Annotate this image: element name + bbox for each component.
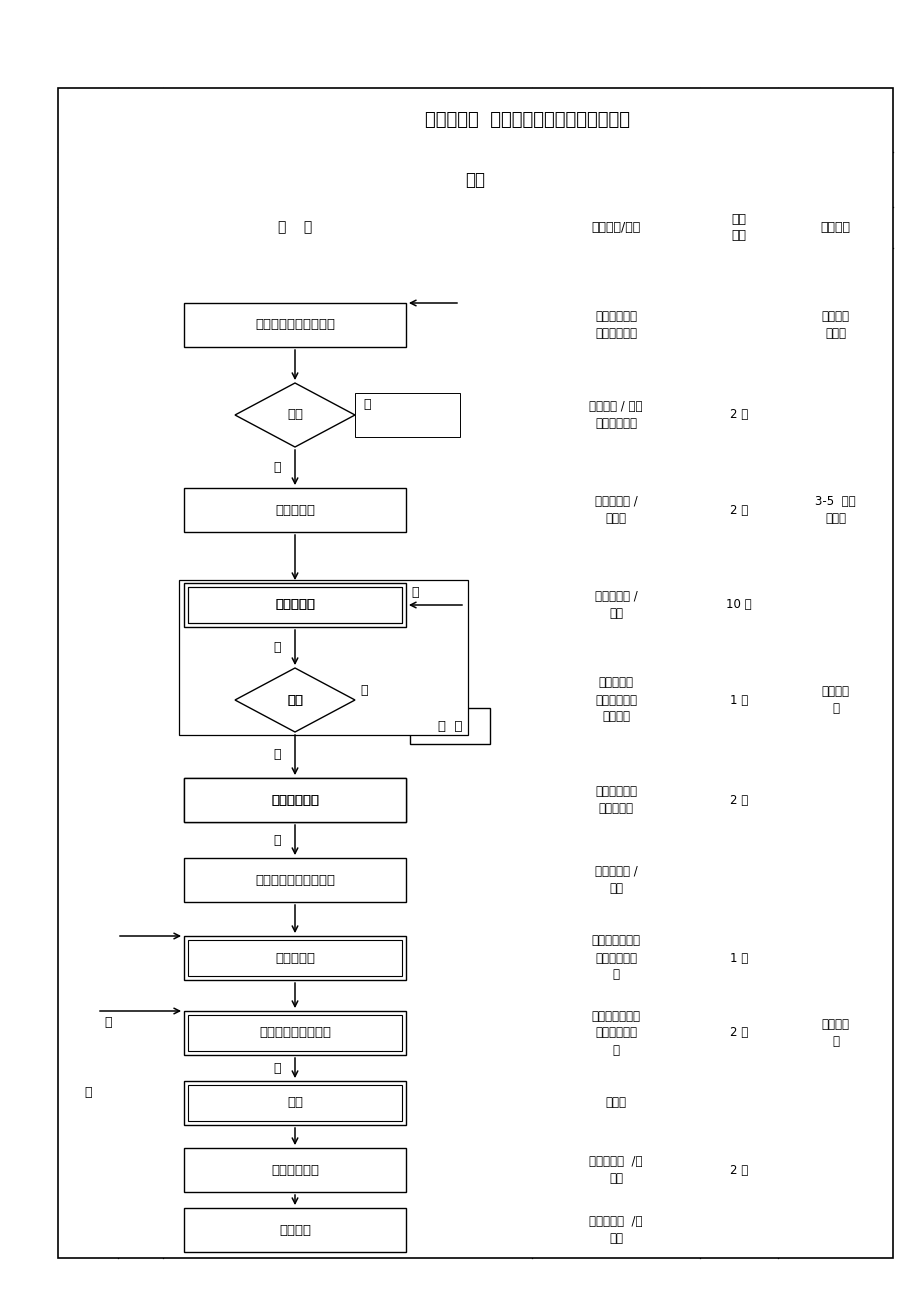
Text: 否: 否 <box>105 1016 112 1029</box>
Text: 定标: 定标 <box>287 1097 302 1109</box>
Bar <box>187 586 402 623</box>
Text: 2 日: 2 日 <box>729 503 747 516</box>
Text: 2 日: 2 日 <box>729 409 747 421</box>
Text: 合同预算部 /
经理: 合同预算部 / 经理 <box>594 590 637 620</box>
Bar <box>184 582 405 627</box>
Bar <box>184 304 405 347</box>
Text: 相关说明: 相关说明 <box>820 222 849 235</box>
Text: 否: 否 <box>363 399 370 412</box>
Text: 投标报价分析: 投标报价分析 <box>271 794 319 807</box>
Text: 3-5  家合
格单位: 3-5 家合 格单位 <box>814 495 855 525</box>
Text: 选择供应商: 选择供应商 <box>275 503 314 516</box>
Text: 是: 是 <box>273 641 280 654</box>
Text: 工程总监 / 总工
程师或办公室: 工程总监 / 总工 程师或办公室 <box>588 400 642 430</box>
Bar <box>184 489 405 532</box>
Text: 否: 否 <box>359 684 367 697</box>
Bar <box>184 1081 405 1124</box>
Text: 流程: 流程 <box>465 171 485 189</box>
Text: 是: 是 <box>273 834 280 847</box>
Text: 供应商招标: 供应商招标 <box>275 598 314 611</box>
Bar <box>184 1208 405 1252</box>
Text: 工程部及其它
相关部门经理: 工程部及其它 相关部门经理 <box>595 310 636 340</box>
Text: 审核、签定标意见书: 审核、签定标意见书 <box>259 1027 331 1040</box>
Text: 某集团公司  工程发包、重大材料设备采购: 某集团公司 工程发包、重大材料设备采购 <box>425 111 630 129</box>
Text: 考察: 考察 <box>287 693 302 706</box>
Text: 总经理: 总经理 <box>605 1097 626 1109</box>
Bar <box>187 586 402 623</box>
Text: 合同预算部
工程部及相关
考评人员: 合同预算部 工程部及相关 考评人员 <box>595 676 636 723</box>
Text: 2 日: 2 日 <box>729 794 747 807</box>
Text: 考察: 考察 <box>287 693 302 706</box>
Text: 否: 否 <box>85 1087 92 1100</box>
Text: 否: 否 <box>411 586 418 599</box>
Bar <box>184 1148 405 1192</box>
Text: 相关部门提出采购计划: 相关部门提出采购计划 <box>255 318 335 331</box>
Bar <box>184 778 405 822</box>
Bar <box>58 89 892 1257</box>
Polygon shape <box>234 383 355 447</box>
Bar <box>184 1011 405 1055</box>
Text: 合同预算部 /
经理: 合同预算部 / 经理 <box>594 865 637 895</box>
Text: 2 日: 2 日 <box>729 1164 747 1177</box>
Text: 是: 是 <box>273 1062 280 1075</box>
Text: 实施采购: 实施采购 <box>278 1224 311 1237</box>
Text: 供应商招标: 供应商招标 <box>275 598 314 611</box>
Text: 1 日: 1 日 <box>729 951 747 964</box>
Text: 定标意见
书: 定标意见 书 <box>821 1018 848 1048</box>
Polygon shape <box>234 668 355 732</box>
Text: 采购计划
申请表: 采购计划 申请表 <box>821 310 848 340</box>
Text: 合同预算部  /采
购员: 合同预算部 /采 购员 <box>588 1214 642 1244</box>
Bar <box>184 582 405 627</box>
Bar <box>184 778 405 822</box>
Polygon shape <box>234 668 355 732</box>
Bar <box>187 1085 402 1121</box>
Bar <box>184 936 405 980</box>
Text: 流    程: 流 程 <box>278 220 312 235</box>
Text: 推荐供应商三家或四家: 推荐供应商三家或四家 <box>255 873 335 886</box>
Bar <box>410 708 490 744</box>
Bar <box>355 394 460 437</box>
Text: 审核: 审核 <box>287 409 302 421</box>
Bar <box>187 939 402 976</box>
Text: 工程总监、总工
及相关考评人
员: 工程总监、总工 及相关考评人 员 <box>591 934 640 981</box>
Text: 10 日: 10 日 <box>725 598 751 611</box>
Text: 投标报价分析: 投标报价分析 <box>271 794 319 807</box>
Text: 是: 是 <box>273 748 280 761</box>
Text: 签订采购合同: 签订采购合同 <box>271 1164 319 1177</box>
Bar <box>184 857 405 902</box>
Bar <box>187 1015 402 1052</box>
Text: 考察意见
书: 考察意见 书 <box>821 685 848 715</box>
Text: 供应商约谈: 供应商约谈 <box>275 951 314 964</box>
Text: 工程总监、总工
及相关考评人
员: 工程总监、总工 及相关考评人 员 <box>591 1010 640 1057</box>
Text: 合同预算部经
办人、经理: 合同预算部经 办人、经理 <box>595 784 636 814</box>
Text: 放  弃: 放 弃 <box>437 719 461 732</box>
Text: 2 日: 2 日 <box>729 1027 747 1040</box>
Text: 是: 是 <box>273 461 280 474</box>
Bar <box>179 580 468 735</box>
Text: 时间
规定: 时间 规定 <box>731 212 745 242</box>
Text: 1 日: 1 日 <box>729 693 747 706</box>
Text: 合同预算部 /
经办人: 合同预算部 / 经办人 <box>594 495 637 525</box>
Text: 权责部门/岗位: 权责部门/岗位 <box>591 222 640 235</box>
Text: 合同预算部  /采
购员: 合同预算部 /采 购员 <box>588 1154 642 1184</box>
